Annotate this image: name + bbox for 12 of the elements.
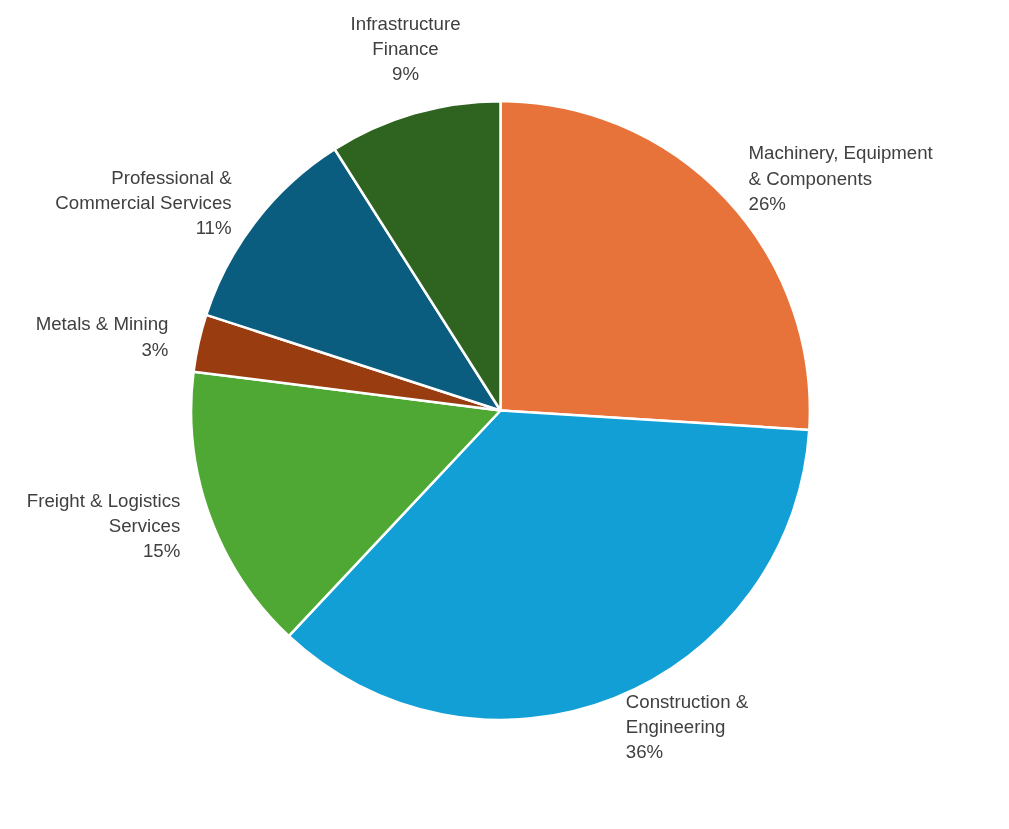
slice-label: Professional & Commercial Services [55, 166, 233, 213]
slice-label: Freight & Logistics Services [26, 489, 181, 537]
data-label: 3% [141, 338, 169, 360]
slice-label: Infrastructure Finance [350, 13, 461, 60]
data-label: 9% [392, 63, 420, 85]
data-label: 26% [748, 192, 786, 214]
slice-label: Machinery, Equipment & Components [748, 142, 934, 189]
slice-label: Metals & Mining [35, 313, 169, 335]
data-label: 11% [195, 217, 232, 239]
data-label: 36% [625, 740, 664, 762]
data-label: 15% [142, 540, 181, 562]
slice-label: Construction & Engineering [625, 690, 749, 737]
